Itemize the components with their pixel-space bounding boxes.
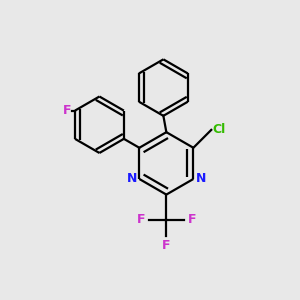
Text: F: F — [162, 239, 171, 252]
Text: F: F — [136, 213, 145, 226]
Text: Cl: Cl — [213, 123, 226, 136]
Text: F: F — [188, 213, 196, 226]
Text: N: N — [127, 172, 137, 185]
Text: N: N — [196, 172, 206, 185]
Text: F: F — [63, 104, 71, 117]
